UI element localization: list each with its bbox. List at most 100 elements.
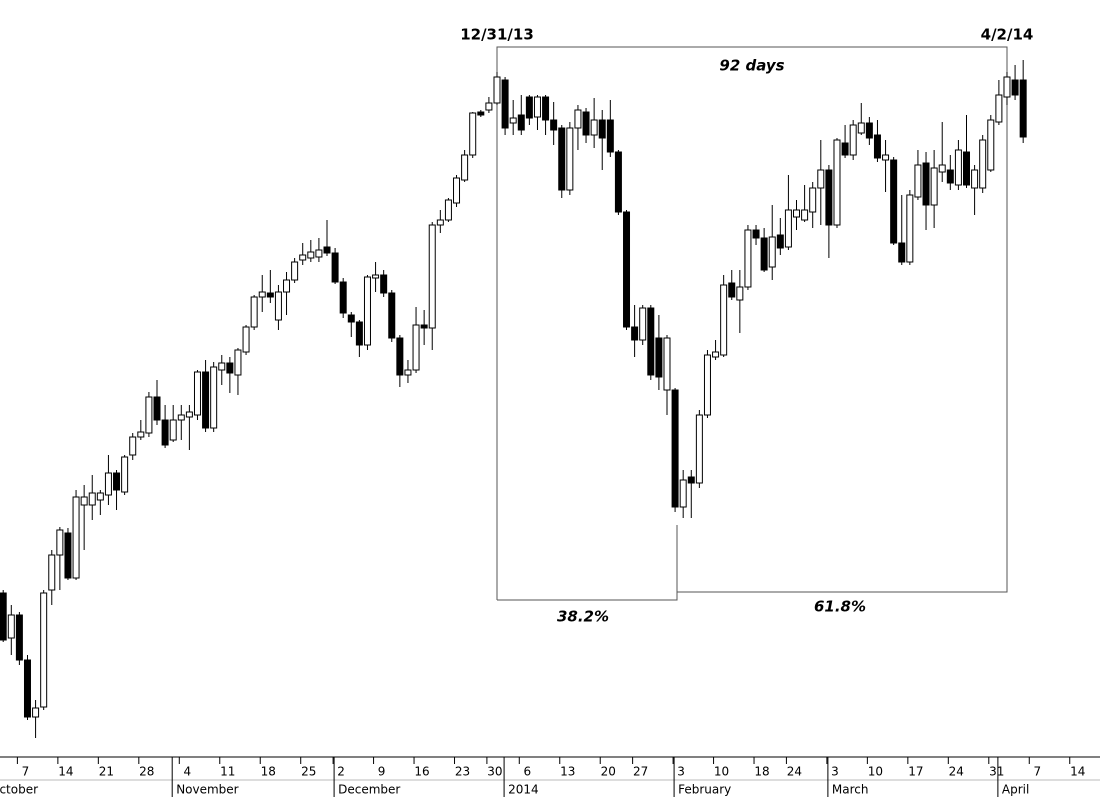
candle-body: [663, 337, 671, 391]
x-tick-label: 13: [560, 765, 575, 779]
candle-body: [542, 96, 550, 121]
candle-body: [461, 154, 469, 181]
candle-body: [906, 194, 914, 263]
candle-body: [623, 211, 631, 328]
candle-body: [566, 127, 574, 191]
candle-body: [938, 164, 946, 173]
candle-body: [323, 246, 331, 254]
candle-body: [647, 307, 655, 376]
x-tick-label: 18: [261, 765, 276, 779]
candle-body: [234, 349, 242, 376]
candle-body: [372, 274, 380, 279]
candle-body: [744, 229, 752, 288]
candle-body: [768, 236, 776, 268]
x-tick-label: 10: [868, 765, 883, 779]
candle-body: [857, 122, 865, 134]
month-label: November: [176, 783, 238, 797]
candle-body: [453, 177, 461, 204]
month-label: 2014: [508, 783, 539, 797]
candle-body: [833, 139, 841, 226]
candle-body: [56, 529, 64, 556]
x-tick-label: 18: [754, 765, 769, 779]
candle-body: [1003, 76, 1011, 98]
x-tick-label: 4: [183, 765, 191, 779]
x-tick-label: 9: [378, 765, 386, 779]
x-tick-label: 6: [523, 765, 531, 779]
candle-body: [582, 111, 590, 136]
candle-body: [671, 389, 679, 508]
candle-body: [712, 351, 720, 358]
candle-body: [88, 492, 96, 506]
start-date: 12/31/13: [460, 26, 534, 44]
x-tick-label: 27: [633, 765, 648, 779]
x-tick-label: 20: [601, 765, 616, 779]
left-box: [497, 525, 678, 601]
x-tick-label: 24: [949, 765, 964, 779]
x-tick-label: 3: [677, 765, 685, 779]
candle-body: [930, 167, 938, 206]
candle-body: [533, 96, 541, 118]
candle-body: [258, 291, 266, 298]
candle-body: [590, 119, 598, 136]
span-box: [496, 46, 1008, 600]
candle-body: [185, 411, 193, 418]
candle-body: [193, 371, 201, 416]
x-tick-label: 21: [99, 765, 114, 779]
candle-body: [1019, 79, 1027, 138]
month-label: March: [832, 783, 869, 797]
candle-body: [428, 224, 436, 329]
x-tick-label: 2: [337, 765, 345, 779]
x-tick-label: 25: [301, 765, 316, 779]
candle-body: [299, 254, 307, 261]
candle-body: [169, 419, 177, 441]
candle-body: [736, 286, 744, 301]
x-tick-label: 16: [414, 765, 429, 779]
candle-body: [113, 472, 121, 491]
candle-body: [517, 114, 525, 131]
candle-body: [96, 492, 104, 501]
candle-body: [339, 281, 347, 314]
candle-body: [914, 164, 922, 198]
x-tick-label: 24: [787, 765, 802, 779]
candle-body: [7, 614, 15, 639]
candle-body: [728, 282, 736, 298]
candle-body: [72, 496, 80, 579]
candle-body: [558, 127, 566, 191]
candle-body: [15, 614, 23, 661]
candle-body: [509, 117, 517, 124]
x-tick-label: 17: [908, 765, 923, 779]
candle-body: [444, 199, 452, 221]
candle-body: [784, 209, 792, 248]
candle-body: [882, 154, 890, 161]
x-tick-label: 28: [139, 765, 154, 779]
candle-body: [347, 314, 355, 323]
candle-body: [242, 326, 250, 353]
candle-body: [809, 187, 817, 213]
candle-body: [639, 307, 647, 341]
candle-body: [315, 249, 323, 258]
candle-body: [493, 76, 501, 104]
candle-body: [469, 112, 477, 156]
candle-body: [752, 229, 760, 239]
candle-body: [121, 456, 129, 493]
candle-body: [177, 414, 185, 421]
candle-body: [104, 472, 112, 496]
candle-body: [145, 396, 153, 434]
candle-body: [210, 366, 218, 429]
month-label: April: [1002, 783, 1029, 797]
candle-body: [606, 119, 614, 153]
candle-body: [873, 134, 881, 159]
candle-body: [283, 279, 291, 293]
x-tick-label: 31: [989, 765, 1004, 779]
candle-body: [817, 169, 825, 189]
candle-body: [898, 242, 906, 263]
candle-body: [849, 124, 857, 156]
candle-body: [291, 261, 299, 281]
candle-body: [412, 324, 420, 371]
candle-body: [841, 142, 849, 156]
candle-body: [574, 109, 582, 129]
candle-body: [703, 354, 711, 416]
candle-body: [946, 169, 954, 184]
candle-body: [598, 119, 606, 139]
